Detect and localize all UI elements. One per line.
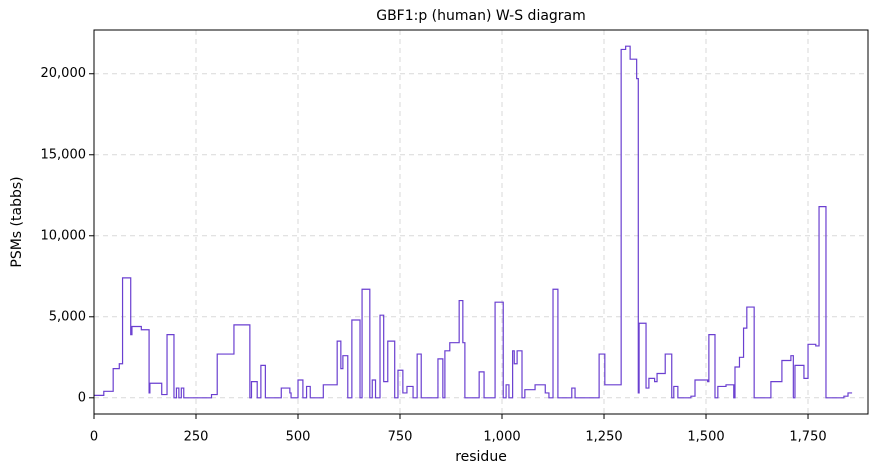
y-tick-label: 20,000 [41,66,87,81]
y-tick-label: 5,000 [49,309,86,324]
x-tick-label: 0 [90,430,98,445]
y-axis-label: PSMs (tabbs) [9,176,25,267]
x-tick-label: 1,250 [585,430,622,445]
x-tick-label: 250 [184,430,209,445]
x-tick-label: 1,500 [687,430,724,445]
y-tick-label: 0 [78,390,86,405]
y-tick-label: 10,000 [41,228,87,243]
x-tick-label: 750 [388,430,413,445]
x-tick-label: 500 [286,430,311,445]
chart-title: GBF1:p (human) W-S diagram [376,8,586,24]
x-tick-label: 1,000 [483,430,520,445]
x-tick-label: 1,750 [789,430,826,445]
y-tick-label: 15,000 [41,147,87,162]
x-axis-label: residue [455,449,507,465]
data-line [94,45,853,399]
plot-frame [93,29,869,415]
